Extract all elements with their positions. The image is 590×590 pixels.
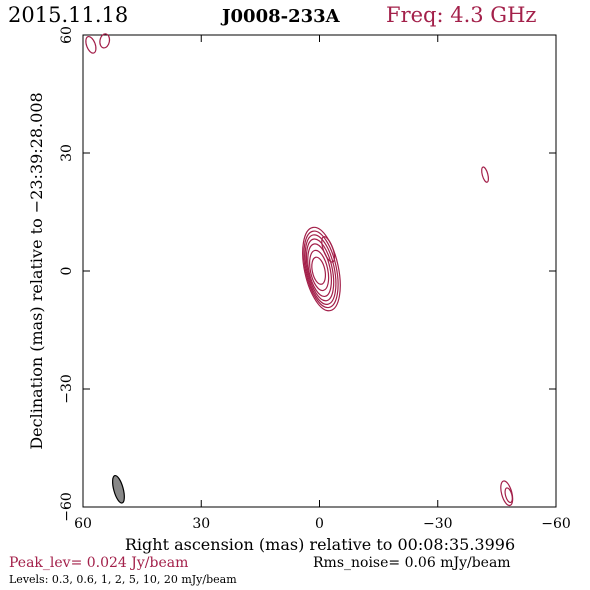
plot-frame (82, 34, 557, 508)
core-contour (303, 230, 339, 309)
noise-contour (85, 35, 97, 54)
peak-level: Peak_lev= 0.024 Jy/beam (9, 555, 188, 571)
x-tick-label: 60 (74, 516, 92, 532)
y-axis-label: Declination (mas) relative to −23:39:28.… (27, 92, 46, 449)
jet-extension-contour (321, 236, 336, 263)
noise-contour (99, 33, 111, 49)
y-tick-label: 60 (59, 26, 75, 44)
contour-levels: Levels: 0.3, 0.6, 1, 2, 5, 10, 20 mJy/be… (9, 573, 237, 586)
x-tick-label: 30 (192, 516, 210, 532)
noise-contour (504, 487, 513, 504)
y-tick-label: 30 (59, 144, 75, 162)
source-name: J0008-233A (220, 6, 341, 27)
core-contour (307, 243, 332, 298)
core-contour (305, 238, 335, 302)
x-axis-label: Right ascension (mas) relative to 00:08:… (125, 535, 515, 554)
noise-contour (500, 480, 514, 507)
core-contour (311, 256, 327, 285)
rms-noise: Rms_noise= 0.06 mJy/beam (313, 555, 511, 571)
noise-contour (481, 166, 490, 183)
y-tick-label: −60 (59, 492, 75, 522)
x-tick-label: 0 (315, 516, 324, 532)
y-tick-label: 0 (59, 267, 75, 276)
y-tick-label: −30 (59, 374, 75, 404)
x-tick-label: −30 (423, 516, 453, 532)
core-contour (302, 226, 341, 312)
date-label: 2015.11.18 (8, 3, 128, 27)
core-contour (304, 234, 337, 305)
x-tick-label: −60 (541, 516, 571, 532)
frequency-label: Freq: 4.3 GHz (386, 3, 536, 27)
contours (85, 33, 514, 507)
beam-ellipse (112, 474, 125, 504)
core-contour (309, 249, 330, 292)
